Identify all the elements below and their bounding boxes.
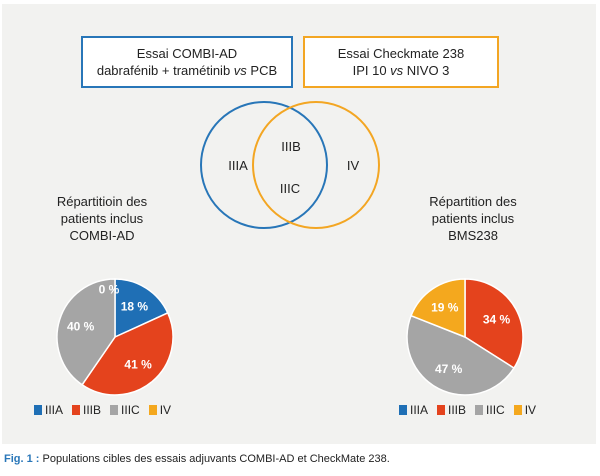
legend-label: IIIC (486, 403, 505, 417)
legend-bms238: IIIA IIIB IIIC IV (399, 403, 536, 417)
venn-circle-combi (200, 101, 328, 229)
combi-ad-trial-box: Essai COMBI-AD dabrafénib + tramétinib v… (81, 36, 293, 88)
venn-label-right: IV (347, 158, 360, 173)
pie-chart-combi-ad: 18 % 41 % 40 % 0 % (56, 278, 174, 396)
legend-item-iv: IV (148, 403, 172, 417)
legend-swatch (437, 405, 446, 415)
legend-item-iiib: IIIB (72, 403, 101, 417)
legend-item-iiic: IIIC (475, 403, 505, 417)
legend-swatch (513, 405, 522, 415)
pie-data-label: 47 % (435, 362, 463, 376)
legend-label: IIIB (83, 403, 102, 417)
venn-label-left: IIIA (228, 158, 248, 173)
pie-data-label: 19 % (431, 300, 459, 314)
venn-circle-checkmate (252, 101, 380, 229)
pie-title-line: patients inclus (431, 211, 515, 226)
legend-label: IV (159, 403, 172, 417)
legend-label: IIIA (45, 403, 64, 417)
combi-ad-trial-arms: dabrafénib + tramétinib vs PCB (96, 63, 278, 78)
figure-caption: Fig. 1 : Populations cibles des essais a… (4, 453, 390, 465)
pie-data-label: 40 % (67, 319, 95, 333)
legend-item-iiic: IIIC (110, 403, 140, 417)
legend-swatch (475, 405, 484, 415)
pie-slice-iiic (56, 278, 116, 386)
checkmate-trial-name: Essai Checkmate 238 (337, 46, 465, 61)
legend-label: IIIA (410, 403, 429, 417)
pie-title-line: Répartition des (429, 194, 517, 209)
legend-swatch (148, 405, 157, 415)
venn-label-center-top: IIIB (281, 139, 301, 154)
pie-title-combi-ad: Répartitioin des patients inclus COMBI-A… (22, 193, 182, 244)
legend-item-iiib: IIIB (437, 403, 466, 417)
combi-ad-trial-name: Essai COMBI-AD (136, 46, 238, 61)
caption-text: Populations cibles des essais adjuvants … (39, 453, 390, 465)
legend-item-iiia: IIIA (34, 403, 63, 417)
venn-label-center-bottom: IIIC (280, 181, 300, 196)
caption-label: Fig. 1 : (4, 453, 40, 465)
legend-swatch (110, 405, 119, 415)
legend-combi-ad: IIIA IIIB IIIC IV (34, 403, 171, 417)
checkmate-trial-arms: IPI 10 vs NIVO 3 (352, 63, 450, 78)
pie-slice-iiic (406, 314, 516, 396)
pie-title-bms238: Répartition des patients inclus BMS238 (393, 193, 553, 244)
pie-data-label: 34 % (483, 313, 511, 327)
pie-chart-bms238: 0 %34 %47 %19 % (406, 278, 524, 396)
checkmate-trial-box: Essai Checkmate 238 IPI 10 vs NIVO 3 (303, 36, 499, 88)
pie-data-label: 18 % (121, 300, 149, 314)
legend-label: IIIB (448, 403, 467, 417)
legend-swatch (72, 405, 81, 415)
pie-slice-iiia (114, 278, 169, 339)
pie-title-line: Répartitioin des (56, 194, 148, 209)
pie-title-line: patients inclus (60, 211, 144, 226)
legend-swatch (399, 405, 407, 415)
pie-data-label: 41 % (124, 358, 152, 372)
legend-item-iv: IV (513, 403, 537, 417)
pie-data-label: 0 % (99, 282, 120, 296)
legend-item-iiia: IIIA (399, 403, 428, 417)
legend-label: IIIC (121, 403, 140, 417)
pie-slice-iiib (81, 311, 174, 396)
pie-title-line: BMS238 (448, 228, 498, 243)
pie-slice-iv (410, 278, 466, 339)
legend-swatch (34, 405, 42, 415)
legend-label: IV (524, 403, 537, 417)
pie-title-line: COMBI-AD (69, 228, 135, 243)
